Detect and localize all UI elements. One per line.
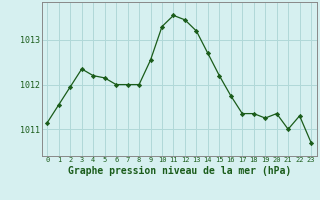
X-axis label: Graphe pression niveau de la mer (hPa): Graphe pression niveau de la mer (hPa): [68, 165, 291, 176]
